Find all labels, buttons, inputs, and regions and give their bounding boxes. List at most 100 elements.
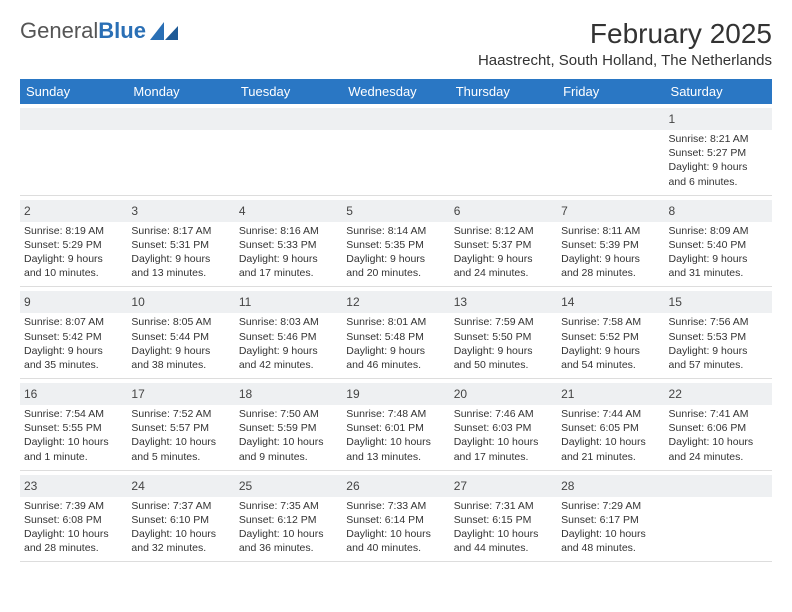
sunset-text: Sunset: 5:40 PM [669,238,768,252]
sunrise-text: Sunrise: 8:09 AM [669,224,768,238]
day-number: 15 [669,295,682,309]
day-cell: 7Sunrise: 8:11 AMSunset: 5:39 PMDaylight… [557,196,664,287]
day-header-thursday: Thursday [450,79,557,104]
day-number: 22 [669,387,682,401]
sunrise-text: Sunrise: 8:19 AM [24,224,123,238]
day-cell: 25Sunrise: 7:35 AMSunset: 6:12 PMDayligh… [235,471,342,562]
daylight-text: Daylight: 10 hours [131,435,230,449]
sunrise-text: Sunrise: 7:29 AM [561,499,660,513]
daynum-row: . [127,108,234,130]
daynum-row: 22 [665,383,772,405]
day-cell: 16 Sunrise: 7:54 AMSunset: 5:55 PMDayligh… [20,379,127,470]
day-number: 9 [24,295,31,309]
day-number: 24 [131,479,144,493]
sunset-text: Sunset: 6:17 PM [561,513,660,527]
page-header: GeneralBlue February 2025 Haastrecht, So… [20,18,772,69]
sunset-text: Sunset: 6:05 PM [561,421,660,435]
day-number: 10 [131,295,144,309]
sunrise-text: Sunrise: 7:39 AM [24,499,123,513]
day-info: Sunrise: 8:21 AMSunset: 5:27 PMDaylight:… [669,132,768,189]
day-cell: 22 Sunrise: 7:41 AMSunset: 6:06 PMDayligh… [665,379,772,470]
daylight-text: and 42 minutes. [239,358,338,372]
day-number: 21 [561,387,574,401]
empty-cell: . [665,471,772,562]
location-text: Haastrecht, South Holland, The Netherlan… [478,52,772,69]
sunset-text: Sunset: 6:14 PM [346,513,445,527]
day-cell: 14Sunrise: 7:58 AMSunset: 5:52 PMDayligh… [557,287,664,378]
day-info: Sunrise: 7:35 AMSunset: 6:12 PMDaylight:… [239,499,338,556]
daylight-text: and 21 minutes. [561,450,660,464]
day-number: 17 [131,387,144,401]
day-number: 23 [24,479,37,493]
day-info: Sunrise: 7:39 AMSunset: 6:08 PMDaylight:… [24,499,123,556]
sunrise-text: Sunrise: 8:07 AM [24,315,123,329]
daynum-row: 1 [665,108,772,130]
sunset-text: Sunset: 5:55 PM [24,421,123,435]
daynum-row: 19 [342,383,449,405]
sunset-text: Sunset: 6:15 PM [454,513,553,527]
title-block: February 2025 Haastrecht, South Holland,… [478,18,772,69]
week-row: 9 Sunrise: 8:07 AMSunset: 5:42 PMDaylight… [20,287,772,379]
day-info: Sunrise: 7:41 AMSunset: 6:06 PMDaylight:… [669,407,768,464]
daynum-row: 9 [20,291,127,313]
daylight-text: and 13 minutes. [346,450,445,464]
sunset-text: Sunset: 5:37 PM [454,238,553,252]
daynum-row: 6 [450,200,557,222]
daylight-text: and 28 minutes. [561,266,660,280]
day-number: 19 [346,387,359,401]
daynum-row: 20 [450,383,557,405]
brand-logo: GeneralBlue [20,18,178,44]
daynum-row: 5 [342,200,449,222]
daylight-text: and 13 minutes. [131,266,230,280]
day-number: 11 [239,295,251,309]
day-info: Sunrise: 8:05 AMSunset: 5:44 PMDaylight:… [131,315,230,372]
sunrise-text: Sunrise: 8:14 AM [346,224,445,238]
daynum-row: 17 [127,383,234,405]
day-number: 16 [24,387,37,401]
day-info: Sunrise: 7:46 AMSunset: 6:03 PMDaylight:… [454,407,553,464]
sunset-text: Sunset: 6:10 PM [131,513,230,527]
day-cell: 20Sunrise: 7:46 AMSunset: 6:03 PMDayligh… [450,379,557,470]
daylight-text: and 28 minutes. [24,541,123,555]
daylight-text: Daylight: 10 hours [24,435,123,449]
day-info: Sunrise: 7:29 AMSunset: 6:17 PMDaylight:… [561,499,660,556]
daynum-row: 2 [20,200,127,222]
daylight-text: and 10 minutes. [24,266,123,280]
day-info: Sunrise: 8:14 AMSunset: 5:35 PMDaylight:… [346,224,445,281]
sunrise-text: Sunrise: 7:41 AM [669,407,768,421]
day-header-saturday: Saturday [665,79,772,104]
daylight-text: Daylight: 9 hours [454,252,553,266]
day-cell: 26Sunrise: 7:33 AMSunset: 6:14 PMDayligh… [342,471,449,562]
day-number: 28 [561,479,574,493]
daynum-row: 15 [665,291,772,313]
daylight-text: Daylight: 10 hours [131,527,230,541]
sunrise-text: Sunrise: 7:44 AM [561,407,660,421]
sunset-text: Sunset: 5:44 PM [131,330,230,344]
day-info: Sunrise: 7:54 AMSunset: 5:55 PMDaylight:… [24,407,123,464]
daylight-text: and 57 minutes. [669,358,768,372]
sunrise-text: Sunrise: 7:56 AM [669,315,768,329]
day-cell: 2Sunrise: 8:19 AMSunset: 5:29 PMDaylight… [20,196,127,287]
day-info: Sunrise: 8:09 AMSunset: 5:40 PMDaylight:… [669,224,768,281]
day-info: Sunrise: 8:19 AMSunset: 5:29 PMDaylight:… [24,224,123,281]
sunset-text: Sunset: 5:57 PM [131,421,230,435]
day-number: 8 [669,204,676,218]
daynum-row: . [665,475,772,497]
day-info: Sunrise: 8:03 AMSunset: 5:46 PMDaylight:… [239,315,338,372]
daynum-row: 27 [450,475,557,497]
sunset-text: Sunset: 6:12 PM [239,513,338,527]
daylight-text: Daylight: 9 hours [669,344,768,358]
daylight-text: Daylight: 10 hours [346,435,445,449]
daylight-text: Daylight: 9 hours [561,252,660,266]
daylight-text: Daylight: 10 hours [346,527,445,541]
daynum-row: 28 [557,475,664,497]
daylight-text: Daylight: 9 hours [24,252,123,266]
sunrise-text: Sunrise: 7:52 AM [131,407,230,421]
empty-cell: . [20,104,127,195]
day-info: Sunrise: 8:07 AMSunset: 5:42 PMDaylight:… [24,315,123,372]
daynum-row: . [450,108,557,130]
daynum-row: 18 [235,383,342,405]
day-info: Sunrise: 7:44 AMSunset: 6:05 PMDaylight:… [561,407,660,464]
daynum-row: 4 [235,200,342,222]
daylight-text: Daylight: 9 hours [239,252,338,266]
